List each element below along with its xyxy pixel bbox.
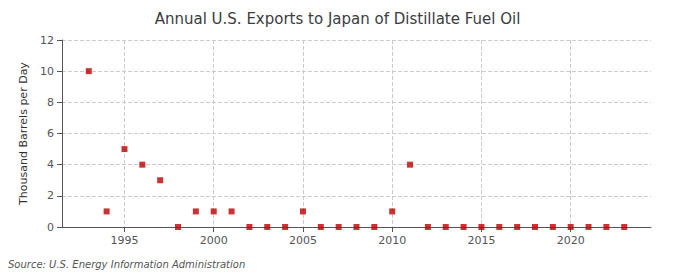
svg-text:Source: U.S. Energy Informatio: Source: U.S. Energy Information Administ… [8,259,245,270]
svg-text:2005: 2005 [289,234,317,247]
svg-text:Annual U.S. Exports to Japan o: Annual U.S. Exports to Japan of Distilla… [155,10,521,28]
svg-text:0: 0 [47,221,54,234]
svg-text:4: 4 [47,158,54,171]
svg-text:10: 10 [40,65,54,78]
svg-text:12: 12 [40,34,54,47]
svg-text:2010: 2010 [378,234,406,247]
svg-text:Thousand Barrels per Day: Thousand Barrels per Day [17,62,30,206]
svg-text:2015: 2015 [467,234,495,247]
svg-text:1995: 1995 [110,234,138,247]
svg-text:2: 2 [47,189,54,202]
svg-text:2020: 2020 [557,234,585,247]
svg-text:2000: 2000 [200,234,228,247]
svg-text:8: 8 [47,96,54,109]
svg-text:6: 6 [47,127,54,140]
